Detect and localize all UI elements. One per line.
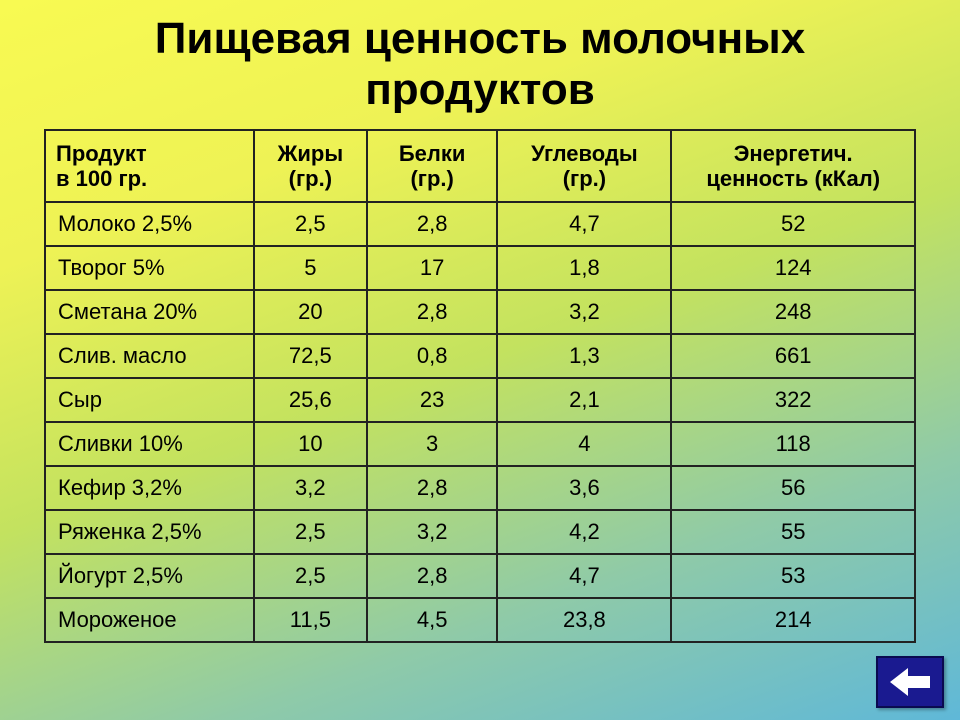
table-row: Сыр25,6232,1322	[45, 378, 915, 422]
table-row: Сливки 10%1034118	[45, 422, 915, 466]
cell-carbs: 1,3	[497, 334, 671, 378]
cell-energy: 322	[671, 378, 915, 422]
cell-protein: 2,8	[367, 290, 498, 334]
cell-fat: 20	[254, 290, 367, 334]
nutrition-table-wrap: Продукт в 100 гр. Жиры (гр.) Белки (гр.)…	[44, 129, 916, 643]
cell-energy: 56	[671, 466, 915, 510]
cell-protein: 23	[367, 378, 498, 422]
title-line-2: продуктов	[365, 65, 595, 114]
header-protein-l1: Белки	[399, 141, 466, 166]
cell-carbs: 4	[497, 422, 671, 466]
cell-fat: 3,2	[254, 466, 367, 510]
header-fat: Жиры (гр.)	[254, 130, 367, 202]
header-fat-l2: (гр.)	[289, 166, 332, 191]
cell-product: Молоко 2,5%	[45, 202, 254, 246]
slide-title: Пищевая ценность молочных продуктов	[0, 0, 960, 115]
table-body: Молоко 2,5%2,52,84,752Творог 5%5171,8124…	[45, 202, 915, 642]
nutrition-table: Продукт в 100 гр. Жиры (гр.) Белки (гр.)…	[44, 129, 916, 643]
cell-protein: 2,8	[367, 466, 498, 510]
cell-fat: 25,6	[254, 378, 367, 422]
header-row: Продукт в 100 гр. Жиры (гр.) Белки (гр.)…	[45, 130, 915, 202]
cell-product: Йогурт 2,5%	[45, 554, 254, 598]
cell-fat: 10	[254, 422, 367, 466]
cell-product: Творог 5%	[45, 246, 254, 290]
cell-protein: 3	[367, 422, 498, 466]
cell-carbs: 4,2	[497, 510, 671, 554]
cell-energy: 661	[671, 334, 915, 378]
cell-energy: 53	[671, 554, 915, 598]
cell-energy: 214	[671, 598, 915, 642]
cell-fat: 72,5	[254, 334, 367, 378]
table-row: Мороженое11,54,523,8214	[45, 598, 915, 642]
previous-slide-button[interactable]	[876, 656, 944, 708]
cell-fat: 2,5	[254, 202, 367, 246]
cell-protein: 17	[367, 246, 498, 290]
cell-product: Мороженое	[45, 598, 254, 642]
cell-fat: 2,5	[254, 510, 367, 554]
header-protein-l2: (гр.)	[410, 166, 453, 191]
cell-product: Сыр	[45, 378, 254, 422]
cell-protein: 2,8	[367, 554, 498, 598]
cell-product: Сливки 10%	[45, 422, 254, 466]
cell-carbs: 4,7	[497, 202, 671, 246]
cell-product: Ряженка 2,5%	[45, 510, 254, 554]
table-row: Йогурт 2,5%2,52,84,753	[45, 554, 915, 598]
cell-carbs: 3,2	[497, 290, 671, 334]
table-row: Молоко 2,5%2,52,84,752	[45, 202, 915, 246]
header-fat-l1: Жиры	[278, 141, 344, 166]
table-row: Слив. масло72,50,81,3661	[45, 334, 915, 378]
header-product-l2: в 100 гр.	[56, 166, 147, 191]
cell-fat: 11,5	[254, 598, 367, 642]
header-energy-l2: ценность (кКал)	[706, 166, 880, 191]
cell-fat: 2,5	[254, 554, 367, 598]
table-row: Сметана 20%202,83,2248	[45, 290, 915, 334]
cell-energy: 124	[671, 246, 915, 290]
cell-carbs: 23,8	[497, 598, 671, 642]
cell-carbs: 1,8	[497, 246, 671, 290]
cell-protein: 2,8	[367, 202, 498, 246]
cell-carbs: 2,1	[497, 378, 671, 422]
cell-protein: 3,2	[367, 510, 498, 554]
header-carbs-l1: Углеводы	[531, 141, 638, 166]
cell-product: Сметана 20%	[45, 290, 254, 334]
table-row: Творог 5%5171,8124	[45, 246, 915, 290]
arrow-left-icon	[890, 668, 930, 696]
cell-fat: 5	[254, 246, 367, 290]
cell-carbs: 4,7	[497, 554, 671, 598]
cell-protein: 4,5	[367, 598, 498, 642]
header-carbs: Углеводы (гр.)	[497, 130, 671, 202]
cell-energy: 248	[671, 290, 915, 334]
cell-product: Слив. масло	[45, 334, 254, 378]
cell-carbs: 3,6	[497, 466, 671, 510]
cell-energy: 55	[671, 510, 915, 554]
header-protein: Белки (гр.)	[367, 130, 498, 202]
header-energy-l1: Энергетич.	[734, 141, 853, 166]
header-product: Продукт в 100 гр.	[45, 130, 254, 202]
cell-energy: 118	[671, 422, 915, 466]
header-carbs-l2: (гр.)	[563, 166, 606, 191]
cell-product: Кефир 3,2%	[45, 466, 254, 510]
header-product-l1: Продукт	[56, 141, 147, 166]
table-row: Ряженка 2,5%2,53,24,255	[45, 510, 915, 554]
cell-energy: 52	[671, 202, 915, 246]
cell-protein: 0,8	[367, 334, 498, 378]
title-line-1: Пищевая ценность молочных	[155, 14, 805, 63]
table-row: Кефир 3,2%3,22,83,656	[45, 466, 915, 510]
header-energy: Энергетич. ценность (кКал)	[671, 130, 915, 202]
